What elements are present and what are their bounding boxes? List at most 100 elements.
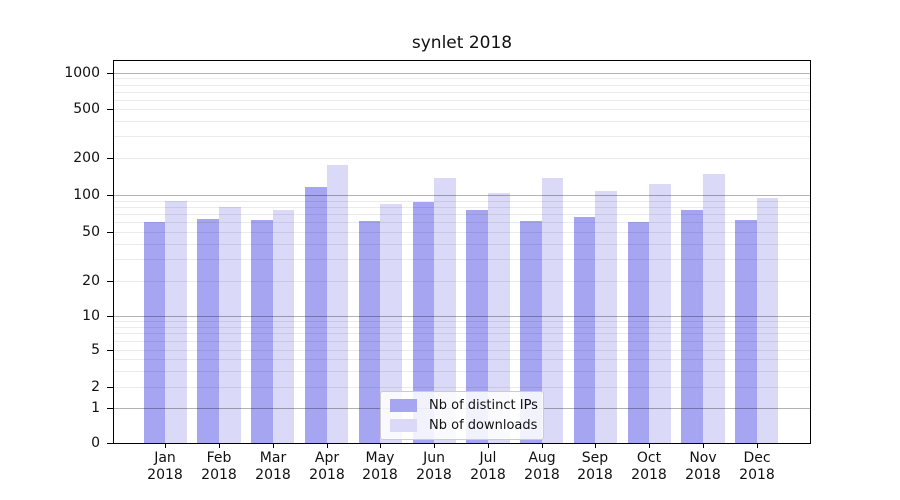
y-tick-label: 1 (91, 400, 100, 416)
minor-gridline (114, 259, 810, 260)
x-tick-mark (649, 444, 650, 448)
x-tick-label-jul: Jul 2018 (470, 450, 506, 483)
bar-distinct-ips-jul (466, 209, 488, 443)
minor-gridline (114, 333, 810, 334)
bar-distinct-ips-nov (681, 210, 703, 443)
x-tick-mark (273, 444, 274, 448)
y-tick-mark (107, 195, 113, 196)
y-tick-label: 10 (82, 308, 100, 324)
minor-gridline (114, 350, 810, 351)
minor-gridline (114, 327, 810, 328)
minor-gridline (114, 121, 810, 122)
y-tick-label: 2 (91, 379, 100, 395)
x-tick-label-sep: Sep 2018 (577, 450, 613, 483)
y-tick-mark (107, 350, 113, 351)
minor-gridline (114, 281, 810, 282)
bar-distinct-ips-aug (520, 220, 542, 443)
bar-distinct-ips-may (358, 221, 381, 443)
minor-gridline (114, 222, 810, 223)
y-tick-mark (107, 443, 113, 444)
major-gridline (114, 73, 810, 74)
y-tick-mark (107, 109, 113, 110)
y-tick-mark (107, 316, 113, 317)
minor-gridline (114, 244, 810, 245)
bar-distinct-ips-apr (305, 187, 327, 443)
y-tick-label: 1000 (64, 65, 100, 81)
minor-gridline (114, 371, 810, 372)
x-tick-label-mar: Mar 2018 (255, 450, 291, 483)
y-tick-mark (107, 158, 113, 159)
major-gridline (114, 316, 810, 317)
minor-gridline (114, 214, 810, 215)
y-tick-label: 20 (82, 273, 100, 289)
y-tick-mark (107, 281, 113, 282)
legend-swatch-distinct-ips-icon (390, 399, 417, 412)
bar-downloads-feb (219, 206, 241, 443)
x-tick-label-nov: Nov 2018 (685, 450, 721, 483)
legend-item-downloads: Nb of downloads (390, 418, 538, 433)
minor-gridline (114, 85, 810, 86)
bar-downloads-jul (487, 193, 510, 443)
minor-gridline (114, 359, 810, 360)
x-tick-mark (703, 444, 704, 448)
y-tick-mark (107, 73, 113, 74)
x-tick-mark (542, 444, 543, 448)
legend-label-downloads: Nb of downloads (429, 418, 538, 433)
legend-swatch-downloads-icon (390, 419, 417, 432)
legend-label-distinct-ips: Nb of distinct IPs (429, 398, 538, 413)
minor-gridline (114, 136, 810, 137)
bar-downloads-may (380, 203, 402, 443)
bar-distinct-ips-mar (251, 219, 273, 443)
bar-distinct-ips-oct (627, 222, 650, 443)
minor-gridline (114, 387, 810, 388)
minor-gridline (114, 109, 810, 110)
bar-distinct-ips-dec (735, 219, 757, 443)
x-tick-mark (165, 444, 166, 448)
y-tick-label: 100 (73, 187, 100, 203)
minor-gridline (114, 92, 810, 93)
minor-gridline (114, 321, 810, 322)
bar-downloads-aug (541, 177, 564, 443)
bar-downloads-dec (756, 197, 779, 443)
x-tick-label-apr: Apr 2018 (309, 450, 345, 483)
bar-downloads-sep (595, 190, 618, 443)
minor-gridline (114, 100, 810, 101)
bar-distinct-ips-jan (143, 222, 166, 443)
y-tick-mark (107, 408, 113, 409)
y-tick-mark (107, 232, 113, 233)
y-tick-label: 500 (73, 101, 100, 117)
x-tick-label-may: May 2018 (362, 450, 398, 483)
bar-distinct-ips-sep (573, 217, 596, 443)
bar-downloads-oct (649, 184, 671, 443)
bar-downloads-mar (272, 209, 295, 443)
x-tick-mark (219, 444, 220, 448)
chart-title: synlet 2018 (411, 33, 513, 53)
minor-gridline (114, 341, 810, 342)
y-tick-label: 200 (73, 150, 100, 166)
x-tick-mark (434, 444, 435, 448)
bar-distinct-ips-feb (197, 218, 220, 443)
x-tick-mark (380, 444, 381, 448)
minor-gridline (114, 201, 810, 202)
x-tick-mark (757, 444, 758, 448)
x-tick-label-oct: Oct 2018 (631, 450, 667, 483)
minor-gridline (114, 78, 810, 79)
x-tick-mark (488, 444, 489, 448)
x-tick-label-jun: Jun 2018 (416, 450, 452, 483)
bar-downloads-jun (434, 177, 456, 443)
x-tick-label-feb: Feb 2018 (201, 450, 237, 483)
bar-downloads-nov (703, 173, 725, 443)
bar-distinct-ips-jun (412, 201, 435, 443)
minor-gridline (114, 207, 810, 208)
minor-gridline (114, 158, 810, 159)
x-tick-label-aug: Aug 2018 (524, 450, 560, 483)
y-tick-label: 0 (91, 435, 100, 451)
legend: Nb of distinct IPs Nb of downloads (380, 391, 544, 440)
x-tick-mark (595, 444, 596, 448)
y-tick-label: 50 (82, 224, 100, 240)
minor-gridline (114, 232, 810, 233)
bar-downloads-jan (165, 200, 187, 443)
x-tick-label-dec: Dec 2018 (739, 450, 775, 483)
major-gridline (114, 195, 810, 196)
